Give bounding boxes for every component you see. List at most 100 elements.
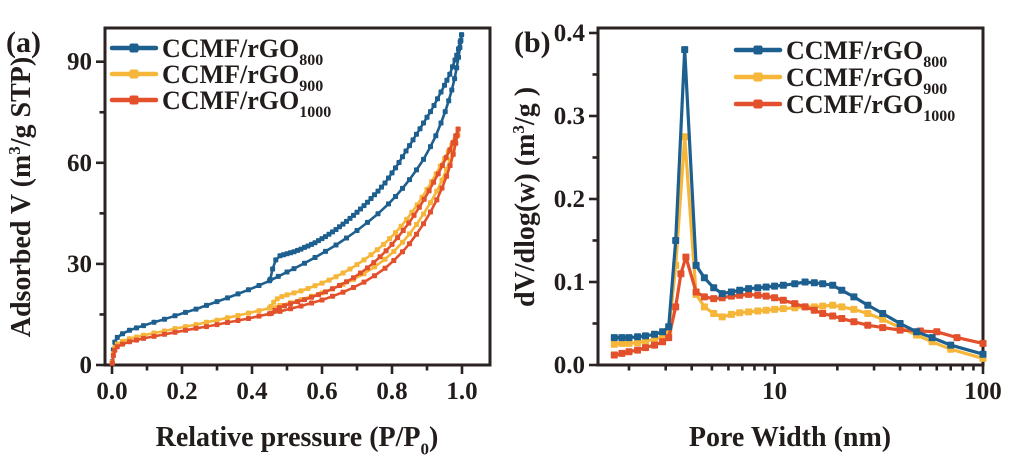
series-ccmf-rgo-800-marker <box>810 279 818 287</box>
series-ccmf-rgo-1000-marker <box>214 322 220 328</box>
series-ccmf-rgo-800-marker <box>421 120 426 126</box>
series-ccmf-rgo-1000-marker <box>634 346 642 354</box>
series-ccmf-rgo-1000-marker <box>444 173 450 179</box>
series-ccmf-rgo-1000-marker <box>428 209 433 215</box>
series-ccmf-rgo-1000-marker <box>400 249 405 255</box>
series-ccmf-rgo-800-marker <box>754 284 762 292</box>
series-ccmf-rgo-800-marker <box>225 295 230 301</box>
legend-marker-ccmf-rgo-1000 <box>753 99 763 109</box>
y-tick-label: 0.3 <box>554 103 585 130</box>
series-ccmf-rgo-800-marker <box>354 228 360 233</box>
series-ccmf-rgo-800-marker <box>659 328 667 336</box>
series-ccmf-rgo-800-marker <box>414 167 419 173</box>
series-ccmf-rgo-800-marker <box>454 65 460 71</box>
series-ccmf-rgo-1000-marker <box>298 303 304 309</box>
series-ccmf-rgo-800-marker <box>438 89 444 95</box>
series-ccmf-rgo-800-marker <box>368 196 374 201</box>
series-ccmf-rgo-800-marker <box>323 248 328 254</box>
series-ccmf-rgo-800-marker <box>134 325 139 331</box>
series-ccmf-rgo-800-marker <box>120 331 125 337</box>
series-ccmf-rgo-800-marker <box>435 96 440 102</box>
series-ccmf-rgo-800-marker <box>204 302 209 308</box>
series-ccmf-rgo-1000-marker <box>829 312 837 320</box>
series-ccmf-rgo-800-marker <box>838 286 846 294</box>
series-ccmf-rgo-1000-marker <box>256 313 262 319</box>
series-ccmf-rgo-800-marker <box>457 39 463 45</box>
panel-b-ticks: 10 100 0.0 0.1 0.2 0.3 0.4 <box>554 20 1002 405</box>
series-ccmf-rgo-800-marker <box>446 98 452 104</box>
series-ccmf-rgo-800-marker <box>284 269 290 275</box>
panel-b-y-axis-label: dV/dlog(w) (m3/g ) <box>509 87 541 307</box>
series-ccmf-rgo-1000-marker <box>276 305 282 311</box>
series-ccmf-rgo-900-marker <box>305 286 311 291</box>
series-ccmf-rgo-1000-marker <box>377 254 383 260</box>
series-ccmf-rgo-1000-marker <box>361 279 367 285</box>
series-ccmf-rgo-1000-marker <box>391 258 397 263</box>
series-ccmf-rgo-900-marker <box>381 241 387 247</box>
series-ccmf-rgo-1000-marker <box>109 360 115 366</box>
series-ccmf-rgo-800-marker <box>444 77 450 83</box>
series-ccmf-rgo-1000-marker <box>416 204 422 210</box>
series-ccmf-rgo-1000-marker <box>933 328 941 336</box>
series-ccmf-rgo-1000-marker <box>426 188 432 194</box>
series-ccmf-rgo-1000-marker <box>330 286 335 292</box>
series-ccmf-rgo-1000-marker <box>700 293 708 301</box>
x-tick-label: 10 <box>762 378 787 405</box>
series-ccmf-rgo-800-marker <box>428 109 433 115</box>
series-ccmf-rgo-1000-marker <box>288 301 293 307</box>
series-ccmf-rgo-1000-marker <box>225 320 230 325</box>
y-tick-label: 0.2 <box>554 186 585 213</box>
y-tick-label: 0 <box>80 352 93 379</box>
series-ccmf-rgo-800-marker <box>193 306 199 312</box>
x-tick-label: 0.2 <box>166 378 197 405</box>
series-ccmf-rgo-900-marker <box>368 252 374 258</box>
series-ccmf-rgo-1000-marker <box>162 331 167 337</box>
series-ccmf-rgo-800-marker <box>452 57 458 63</box>
series-ccmf-rgo-800-marker <box>151 319 157 325</box>
series-ccmf-rgo-900-marker <box>387 236 393 242</box>
series-ccmf-rgo-1000-marker <box>406 220 412 226</box>
legend-label-ccmf-rgo-900: CCMF/rGO900 <box>162 60 323 95</box>
y-tick-label: 0.0 <box>554 352 585 379</box>
series-ccmf-rgo-800-marker <box>275 273 281 279</box>
series-ccmf-rgo-1000-marker <box>677 270 685 278</box>
legend-item-ccmf-rgo-1000: CCMF/rGO1000 <box>109 86 331 121</box>
series-ccmf-rgo-800-marker <box>414 131 419 137</box>
series-ccmf-rgo-900-marker <box>382 256 388 262</box>
x-tick-label: 1.0 <box>446 378 477 405</box>
series-ccmf-rgo-800-marker <box>302 260 307 266</box>
series-ccmf-rgo-900-marker <box>391 248 397 254</box>
panel-a-label: (a) <box>6 26 41 59</box>
series-ccmf-rgo-800-marker <box>442 109 448 115</box>
series-ccmf-rgo-900-marker <box>271 299 277 305</box>
series-ccmf-rgo-800-marker <box>665 323 673 331</box>
series-ccmf-rgo-1000-marker <box>309 300 314 306</box>
series-ccmf-rgo-800-marker <box>745 285 753 293</box>
series-ccmf-rgo-800-marker <box>727 288 735 296</box>
series-ccmf-rgo-900-marker <box>393 230 398 236</box>
series-ccmf-rgo-800-marker <box>393 194 398 199</box>
panel-a: 0.0 0.2 0.4 0.6 0.8 1.0 0 30 60 90 (a) Relative pre… <box>5 26 492 458</box>
series-ccmf-rgo-800-marker <box>421 156 426 162</box>
series-ccmf-rgo-800-marker <box>407 177 412 183</box>
series-ccmf-rgo-800-marker <box>610 334 618 342</box>
series-ccmf-rgo-1000-marker <box>610 351 618 359</box>
series-ccmf-rgo-1000-marker <box>282 303 287 309</box>
series-ccmf-rgo-900-marker <box>347 266 353 272</box>
series-ccmf-rgo-1000-marker <box>395 235 401 241</box>
series-ccmf-rgo-800-marker <box>375 211 381 217</box>
series-ccmf-rgo-900-marker <box>618 339 626 347</box>
series-ccmf-rgo-1000-marker <box>414 231 419 237</box>
series-ccmf-rgo-800-marker <box>979 350 987 358</box>
series-ccmf-rgo-800-marker <box>372 192 377 198</box>
series-ccmf-rgo-1000-line <box>111 127 460 365</box>
panel-b-x-axis-label: Pore Width (nm) <box>689 422 891 453</box>
legend-label-ccmf-rgo-1000: CCMF/rGO1000 <box>786 90 955 125</box>
series-ccmf-rgo-900-marker <box>298 288 304 294</box>
series-ccmf-rgo-800-marker <box>270 266 276 272</box>
series-ccmf-rgo-1000-marker <box>779 296 787 304</box>
series-ccmf-rgo-800-marker <box>634 333 642 341</box>
series-ccmf-rgo-800-marker <box>442 82 447 88</box>
series-ccmf-rgo-900-marker <box>829 301 837 309</box>
series-ccmf-rgo-800-marker <box>672 237 680 244</box>
